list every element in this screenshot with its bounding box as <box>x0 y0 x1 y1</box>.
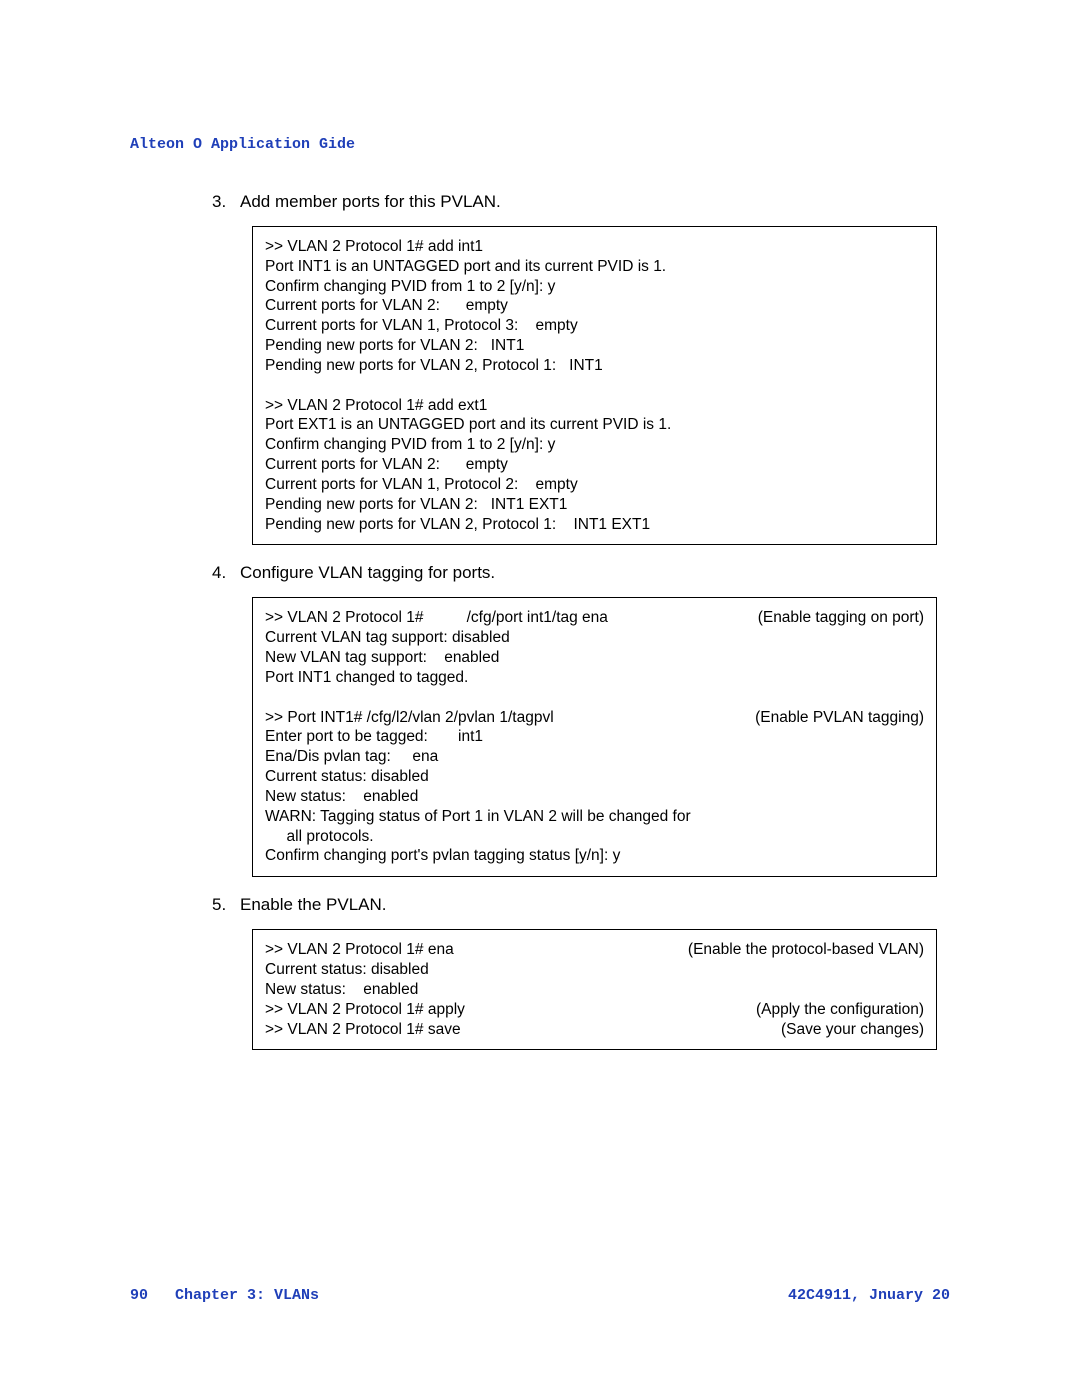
code-line: New VLAN tag support: enabled <box>265 648 924 668</box>
code-comment: (Enable tagging on port) <box>758 608 924 628</box>
step-number: 4. <box>212 563 240 583</box>
code-text: Port EXT1 is an UNTAGGED port and its cu… <box>265 416 671 433</box>
code-text: Ena/Dis pvlan tag: ena <box>265 748 438 765</box>
step-text: Add member ports for this PVLAN. <box>240 192 501 211</box>
step-number: 5. <box>212 895 240 915</box>
code-line: Confirm changing port's pvlan tagging st… <box>265 846 924 866</box>
code-line: Current status: disabled <box>265 960 924 980</box>
code-text: WARN: Tagging status of Port 1 in VLAN 2… <box>265 808 691 825</box>
page-number: 90 <box>130 1287 148 1304</box>
footer-right: 42C4911, Jnuary 20 <box>788 1287 950 1304</box>
code-text: Current ports for VLAN 1, Protocol 3: em… <box>265 317 578 334</box>
code-text: Port INT1 changed to tagged. <box>265 669 468 686</box>
code-line: Confirm changing PVID from 1 to 2 [y/n]:… <box>265 277 924 297</box>
code-text: Confirm changing port's pvlan tagging st… <box>265 847 620 864</box>
code-line: Current ports for VLAN 2: empty <box>265 455 924 475</box>
code-line: New status: enabled <box>265 980 924 1000</box>
code-text: >> Port INT1# /cfg/l2/vlan 2/pvlan 1/tag… <box>265 709 554 726</box>
code-line: WARN: Tagging status of Port 1 in VLAN 2… <box>265 807 924 827</box>
code-line: Current ports for VLAN 2: empty <box>265 296 924 316</box>
blank-line <box>265 376 924 396</box>
code-text: all protocols. <box>265 828 374 845</box>
code-line: New status: enabled <box>265 787 924 807</box>
code-line: Port INT1 changed to tagged. <box>265 668 924 688</box>
code-text: New status: enabled <box>265 788 418 805</box>
step-title: 5.Enable the PVLAN. <box>212 895 937 915</box>
code-text: New status: enabled <box>265 981 418 998</box>
code-text: >> VLAN 2 Protocol 1# add ext1 <box>265 397 487 414</box>
code-text: >> VLAN 2 Protocol 1# ena <box>265 941 454 958</box>
code-text: Current ports for VLAN 2: empty <box>265 456 508 473</box>
code-block: >> VLAN 2 Protocol 1# add int1 Port INT1 … <box>252 226 937 545</box>
code-comment: (Apply the configuration) <box>756 1000 924 1020</box>
code-text: Current ports for VLAN 2: empty <box>265 297 508 314</box>
code-line: >> VLAN 2 Protocol 1# add ext1 <box>265 396 924 416</box>
footer-left: 90 Chapter 3: VLANs <box>130 1287 319 1304</box>
step: 5.Enable the PVLAN. >> VLAN 2 Protocol 1#… <box>212 895 937 1050</box>
code-line: >> VLAN 2 Protocol 1# add int1 <box>265 237 924 257</box>
code-line: Pending new ports for VLAN 2: INT1 <box>265 336 924 356</box>
code-text: Current VLAN tag support: disabled <box>265 629 510 646</box>
code-line: Current status: disabled <box>265 767 924 787</box>
blank-line <box>265 688 924 708</box>
code-text: >> VLAN 2 Protocol 1# add int1 <box>265 238 483 255</box>
code-text: Port INT1 is an UNTAGGED port and its cu… <box>265 258 666 275</box>
code-text: Current ports for VLAN 1, Protocol 2: em… <box>265 476 578 493</box>
chapter-label: Chapter 3: VLANs <box>175 1287 319 1304</box>
code-line: Current ports for VLAN 1, Protocol 2: em… <box>265 475 924 495</box>
code-line: Pending new ports for VLAN 2: INT1 EXT1 <box>265 495 924 515</box>
step-text: Configure VLAN tagging for ports. <box>240 563 495 582</box>
code-comment: (Enable PVLAN tagging) <box>755 708 924 728</box>
code-line: Port INT1 is an UNTAGGED port and its cu… <box>265 257 924 277</box>
code-line: all protocols. <box>265 827 924 847</box>
code-line: Confirm changing PVID from 1 to 2 [y/n]:… <box>265 435 924 455</box>
code-text: Pending new ports for VLAN 2: INT1 EXT1 <box>265 496 567 513</box>
code-text: Confirm changing PVID from 1 to 2 [y/n]:… <box>265 436 555 453</box>
code-line: Port EXT1 is an UNTAGGED port and its cu… <box>265 415 924 435</box>
code-text: Current status: disabled <box>265 961 429 978</box>
step: 4.Configure VLAN tagging for ports. >> VL… <box>212 563 937 877</box>
step: 3.Add member ports for this PVLAN. >> VLA… <box>212 192 937 545</box>
running-header: Alteon O Application Gide <box>130 136 355 153</box>
code-line: >> VLAN 2 Protocol 1# /cfg/port int1/tag… <box>265 608 924 628</box>
code-comment: (Enable the protocol-based VLAN) <box>688 940 924 960</box>
step-text: Enable the PVLAN. <box>240 895 386 914</box>
step-number: 3. <box>212 192 240 212</box>
code-text: Pending new ports for VLAN 2: INT1 <box>265 337 524 354</box>
code-text: >> VLAN 2 Protocol 1# save <box>265 1021 461 1038</box>
code-line: Enter port to be tagged: int1 <box>265 727 924 747</box>
code-text: New VLAN tag support: enabled <box>265 649 499 666</box>
step-title: 4.Configure VLAN tagging for ports. <box>212 563 937 583</box>
code-text: >> VLAN 2 Protocol 1# apply <box>265 1001 465 1018</box>
code-line: Pending new ports for VLAN 2, Protocol 1… <box>265 515 924 535</box>
code-line: >> VLAN 2 Protocol 1# save (Save your cha… <box>265 1020 924 1040</box>
code-comment: (Save your changes) <box>781 1020 924 1040</box>
code-line: >> VLAN 2 Protocol 1# apply (Apply the co… <box>265 1000 924 1020</box>
code-block: >> VLAN 2 Protocol 1# ena (Enable the pro… <box>252 929 937 1050</box>
page-content: 3.Add member ports for this PVLAN. >> VLA… <box>212 192 937 1068</box>
code-line: >> Port INT1# /cfg/l2/vlan 2/pvlan 1/tag… <box>265 708 924 728</box>
code-line: Current VLAN tag support: disabled <box>265 628 924 648</box>
code-line: >> VLAN 2 Protocol 1# ena (Enable the pro… <box>265 940 924 960</box>
code-text: Confirm changing PVID from 1 to 2 [y/n]:… <box>265 278 555 295</box>
code-text: Pending new ports for VLAN 2, Protocol 1… <box>265 516 650 533</box>
code-line: Pending new ports for VLAN 2, Protocol 1… <box>265 356 924 376</box>
code-text: Current status: disabled <box>265 768 429 785</box>
code-line: Ena/Dis pvlan tag: ena <box>265 747 924 767</box>
code-block: >> VLAN 2 Protocol 1# /cfg/port int1/tag… <box>252 597 937 877</box>
code-text: Pending new ports for VLAN 2, Protocol 1… <box>265 357 603 374</box>
code-text: Enter port to be tagged: int1 <box>265 728 483 745</box>
document-page: Alteon O Application Gide 3.Add member p… <box>0 0 1080 1397</box>
code-line: Current ports for VLAN 1, Protocol 3: em… <box>265 316 924 336</box>
step-title: 3.Add member ports for this PVLAN. <box>212 192 937 212</box>
code-text: >> VLAN 2 Protocol 1# /cfg/port int1/tag… <box>265 609 608 626</box>
